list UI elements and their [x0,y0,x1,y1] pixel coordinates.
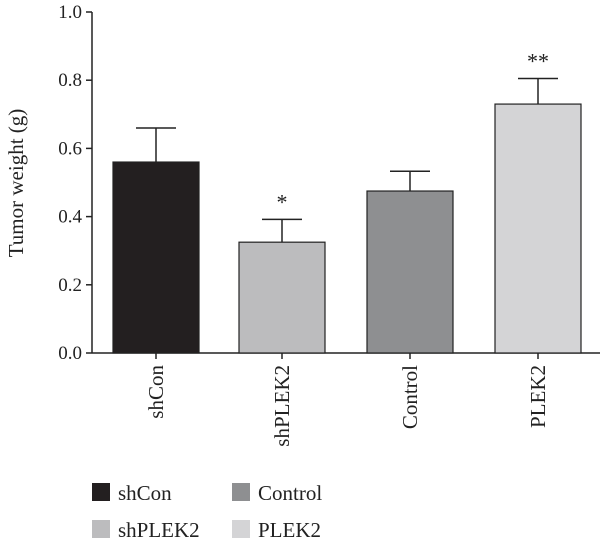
y-tick-label: 1.0 [58,2,82,23]
x-tick-label: PLEK2 [526,365,550,428]
legend-label: shCon [118,481,172,505]
y-tick-label: 0.0 [58,343,82,364]
y-axis-title: Tumor weight (g) [4,109,28,258]
legend-label: PLEK2 [258,518,321,542]
y-tick-label: 0.6 [58,138,82,159]
x-tick-label: Control [398,365,422,429]
legend: shCon Control shPLEK2 PLEK2 [92,481,322,542]
legend-swatch [92,483,110,501]
legend-label: shPLEK2 [118,518,200,542]
legend-label: Control [258,481,322,505]
x-tick-label: shCon [144,365,168,419]
y-tick-label: 0.2 [58,275,82,296]
bar-shplek2 [238,241,326,354]
bar-control [366,190,454,354]
significance-label: * [277,189,288,214]
y-tick-label: 0.8 [58,70,82,91]
plot-area: 0.0 0.2 0.4 0.6 0.8 1.0 shCon * shPLEK2 Control **… [58,2,600,447]
x-tick-label: shPLEK2 [270,365,294,447]
legend-swatch [232,520,250,538]
y-tick-label: 0.4 [58,207,82,228]
bar-shcon [112,161,200,354]
significance-label: ** [527,48,549,73]
legend-swatch [232,483,250,501]
legend-swatch [92,520,110,538]
bar-plek2 [494,103,582,354]
